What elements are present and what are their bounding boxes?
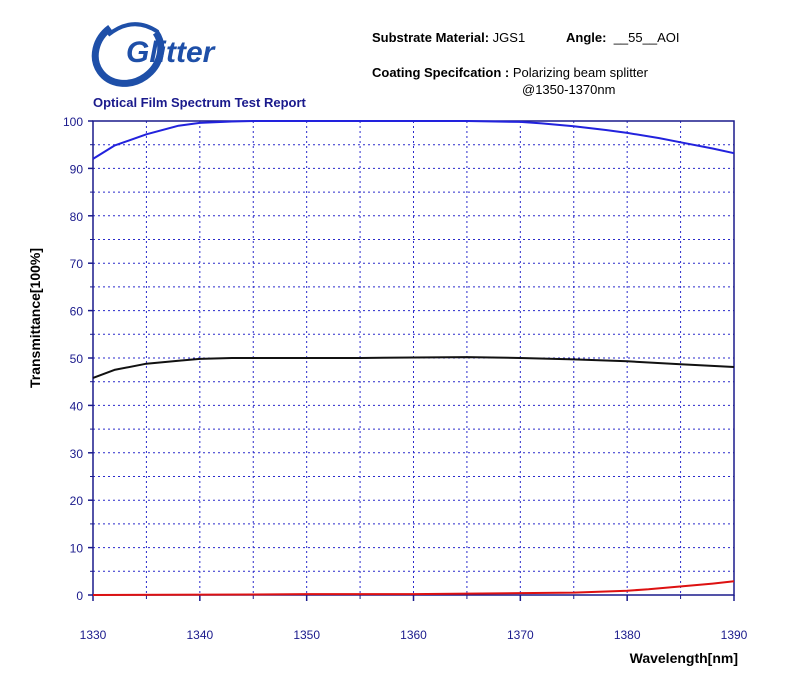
x-tick-label: 1340: [186, 628, 213, 642]
y-tick-label: 70: [70, 257, 84, 271]
y-tick-label: 60: [70, 305, 84, 319]
x-tick-label: 1390: [721, 628, 748, 642]
series-line-3: [92, 580, 735, 596]
x-tick-label: 1370: [507, 628, 534, 642]
x-axis-label: Wavelength[nm]: [630, 650, 738, 666]
x-tick-label: 1380: [614, 628, 641, 642]
x-tick-label: 1350: [293, 628, 320, 642]
y-axis-label: Transmittance[100%]: [27, 248, 43, 388]
y-tick-label: 20: [70, 494, 84, 508]
y-tick-label: 50: [70, 352, 84, 366]
angle-value: __55__AOI: [613, 30, 680, 45]
series-line-2: [92, 356, 735, 379]
report-title: Optical Film Spectrum Test Report: [93, 95, 306, 110]
y-tick-label: 30: [70, 447, 84, 461]
substrate-label: Substrate Material:: [372, 30, 490, 45]
y-tick-label: 0: [76, 589, 83, 603]
coating-label: Coating Specifcation :: [372, 65, 510, 80]
y-tick-label: 100: [63, 115, 83, 129]
glitter-logo: Glitter: [91, 17, 217, 87]
angle: Angle: __55__AOI: [566, 30, 679, 45]
coating-value-line1: Polarizing beam splitter: [512, 65, 648, 80]
y-tick-label: 80: [70, 210, 84, 224]
logo-text: Glitter: [126, 36, 217, 69]
coating-spec: Coating Specifcation : Polarizing beam s…: [372, 65, 648, 80]
angle-label: Angle:: [566, 30, 607, 45]
y-tick-label: 90: [70, 162, 84, 176]
x-tick-label: 1360: [400, 628, 427, 642]
substrate-value: JGS1: [492, 30, 526, 45]
y-tick-label: 10: [70, 542, 84, 556]
x-tick-label: 1330: [80, 628, 107, 642]
y-tick-label: 40: [70, 399, 84, 413]
series-line-1: [92, 120, 735, 160]
coating-value-line2: @1350-1370nm: [522, 82, 616, 97]
substrate-material: Substrate Material: JGS1: [372, 30, 525, 45]
